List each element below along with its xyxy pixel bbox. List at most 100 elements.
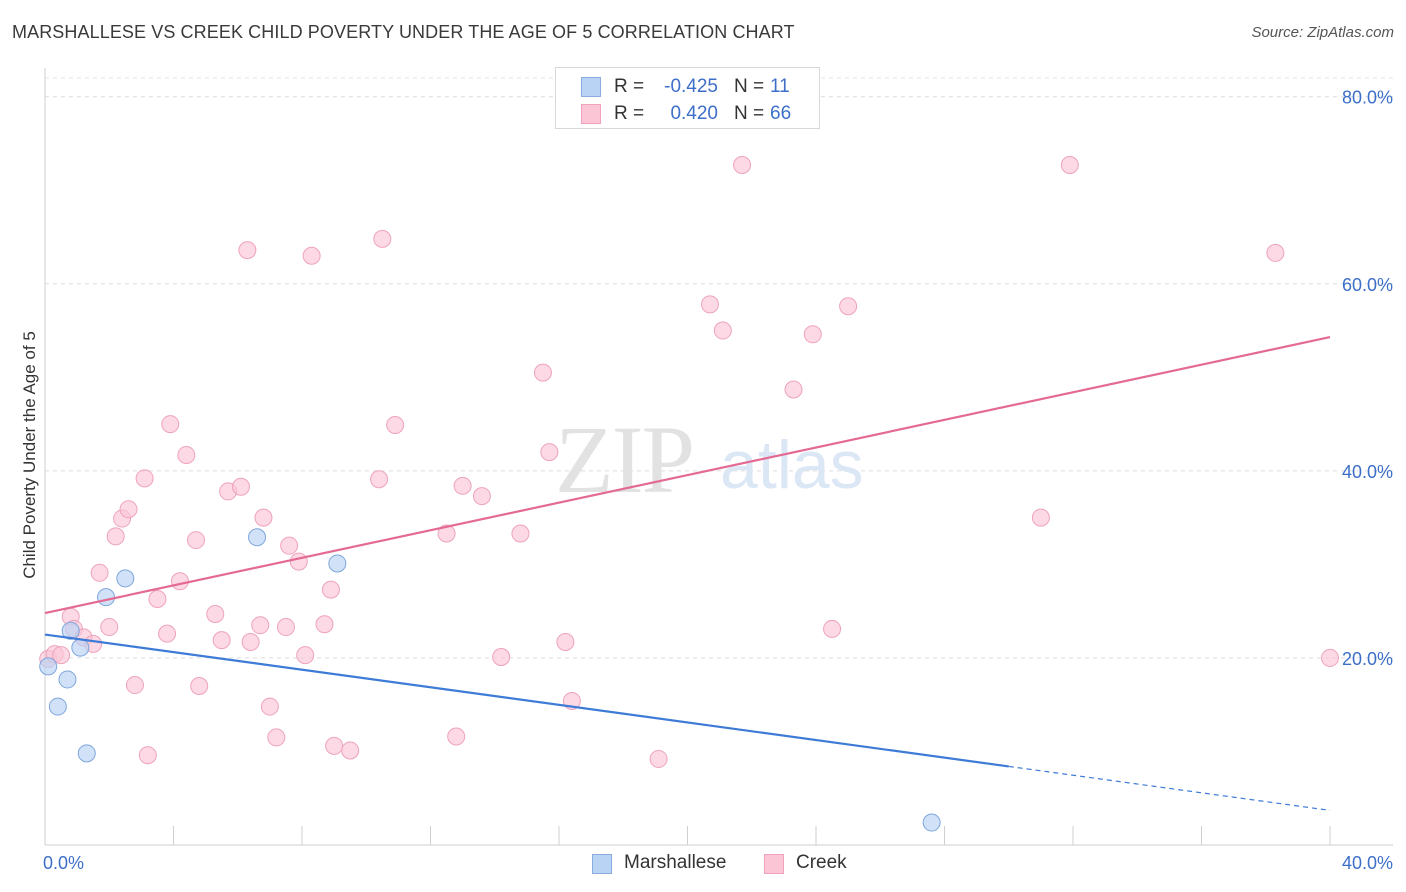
creek-point	[296, 646, 315, 665]
creek-point	[1060, 155, 1079, 174]
x-tick-label: 0.0%	[43, 853, 84, 873]
creek-point	[1321, 648, 1339, 667]
creek-point	[784, 380, 803, 399]
marshallese-point	[39, 657, 58, 676]
legend-row-creek: R = 0.420 N = 66	[556, 100, 819, 128]
creek-point	[315, 615, 334, 634]
creek-point	[341, 741, 360, 760]
y-tick-label: 40.0%	[1342, 462, 1393, 482]
creek-point	[276, 618, 295, 637]
marshallese-point	[48, 697, 67, 716]
creek-point	[190, 676, 209, 695]
creek-point	[267, 728, 286, 747]
creek-point	[437, 524, 456, 543]
x-tick-label: 40.0%	[1342, 853, 1393, 873]
creek-point	[1031, 508, 1050, 527]
creek-point	[447, 727, 466, 746]
creek-swatch	[581, 104, 601, 124]
creek-point	[533, 363, 552, 382]
creek-point	[138, 746, 157, 765]
marshallese-point	[922, 813, 941, 832]
legend-label: Marshallese	[624, 852, 727, 873]
marshallese-swatch	[592, 854, 612, 874]
creek-point	[289, 552, 308, 571]
r-value: 0.420	[670, 103, 718, 124]
marshallese-point	[71, 638, 90, 657]
marshallese-point	[77, 744, 96, 763]
creek-point	[260, 697, 279, 716]
marshallese-point	[328, 554, 347, 573]
creek-point	[177, 445, 196, 464]
creek-point	[161, 415, 180, 434]
axes	[44, 68, 1393, 846]
marshallese-point	[61, 621, 80, 640]
creek-point	[280, 536, 299, 555]
creek-point	[302, 246, 321, 265]
creek-point	[90, 563, 109, 582]
creek-trend-line	[44, 336, 1331, 615]
trend-lines	[44, 336, 1331, 811]
watermark-zip: ZIP	[555, 406, 693, 513]
marshallese-point	[116, 569, 135, 588]
creek-point	[700, 295, 719, 314]
creek-point	[206, 604, 225, 623]
creek-point	[321, 580, 340, 599]
y-tick-label: 80.0%	[1342, 88, 1393, 108]
creek-point	[386, 416, 405, 435]
y-tick-label: 20.0%	[1342, 649, 1393, 669]
creek-swatch	[764, 854, 784, 874]
creek-point	[170, 572, 189, 591]
creek-point	[106, 527, 125, 546]
creek-point	[492, 647, 511, 666]
creek-point	[186, 531, 205, 550]
stats-legend: R = -0.425 N = 11 R = 0.420 N = 66	[555, 67, 820, 129]
creek-point	[325, 736, 344, 755]
chart-title: MARSHALLESE VS CREEK CHILD POVERTY UNDER…	[12, 22, 795, 42]
creek-point	[241, 633, 260, 652]
data-points	[39, 155, 1339, 832]
creek-point	[238, 241, 257, 260]
source-credit: Source: ZipAtlas.com	[1251, 24, 1394, 41]
marshallese-swatch	[581, 77, 601, 97]
creek-point	[370, 470, 389, 489]
legend-label: Creek	[796, 852, 847, 873]
marshallese-point	[58, 670, 77, 689]
n-label: N =	[734, 103, 765, 124]
creek-point	[472, 487, 491, 506]
r-label: R =	[614, 76, 645, 97]
creek-point	[453, 476, 472, 495]
creek-point	[803, 325, 822, 344]
creek-point	[540, 443, 559, 462]
watermark-atlas: atlas	[720, 427, 864, 503]
n-value: 66	[770, 103, 792, 124]
creek-point	[713, 321, 732, 340]
creek-point	[158, 624, 177, 643]
watermark: ZIP atlas	[555, 406, 864, 513]
n-label: N =	[734, 76, 765, 97]
creek-point	[100, 618, 119, 637]
marshallese-trend-extension	[1008, 765, 1331, 811]
y-tick-label: 60.0%	[1342, 275, 1393, 295]
r-value: -0.425	[664, 76, 718, 97]
tick-labels: 20.0% 40.0% 60.0% 80.0% 0.0% 40.0%	[43, 88, 1393, 873]
creek-point	[556, 633, 575, 652]
creek-point	[1266, 243, 1285, 262]
creek-point	[231, 477, 250, 496]
creek-point	[135, 469, 154, 488]
creek-point	[373, 229, 392, 248]
creek-point	[251, 616, 270, 635]
creek-point	[733, 155, 752, 174]
creek-point	[511, 524, 530, 543]
legend-row-marshallese: R = -0.425 N = 11	[556, 73, 819, 101]
marshallese-point	[97, 588, 116, 607]
creek-point	[119, 500, 138, 519]
creek-point	[649, 749, 668, 768]
creek-point	[212, 631, 231, 650]
creek-point	[839, 297, 858, 316]
marshallese-point	[248, 528, 267, 547]
marshallese-trend-line	[44, 633, 1009, 768]
creek-point	[823, 619, 842, 638]
creek-point	[125, 676, 144, 695]
creek-point	[148, 589, 167, 608]
